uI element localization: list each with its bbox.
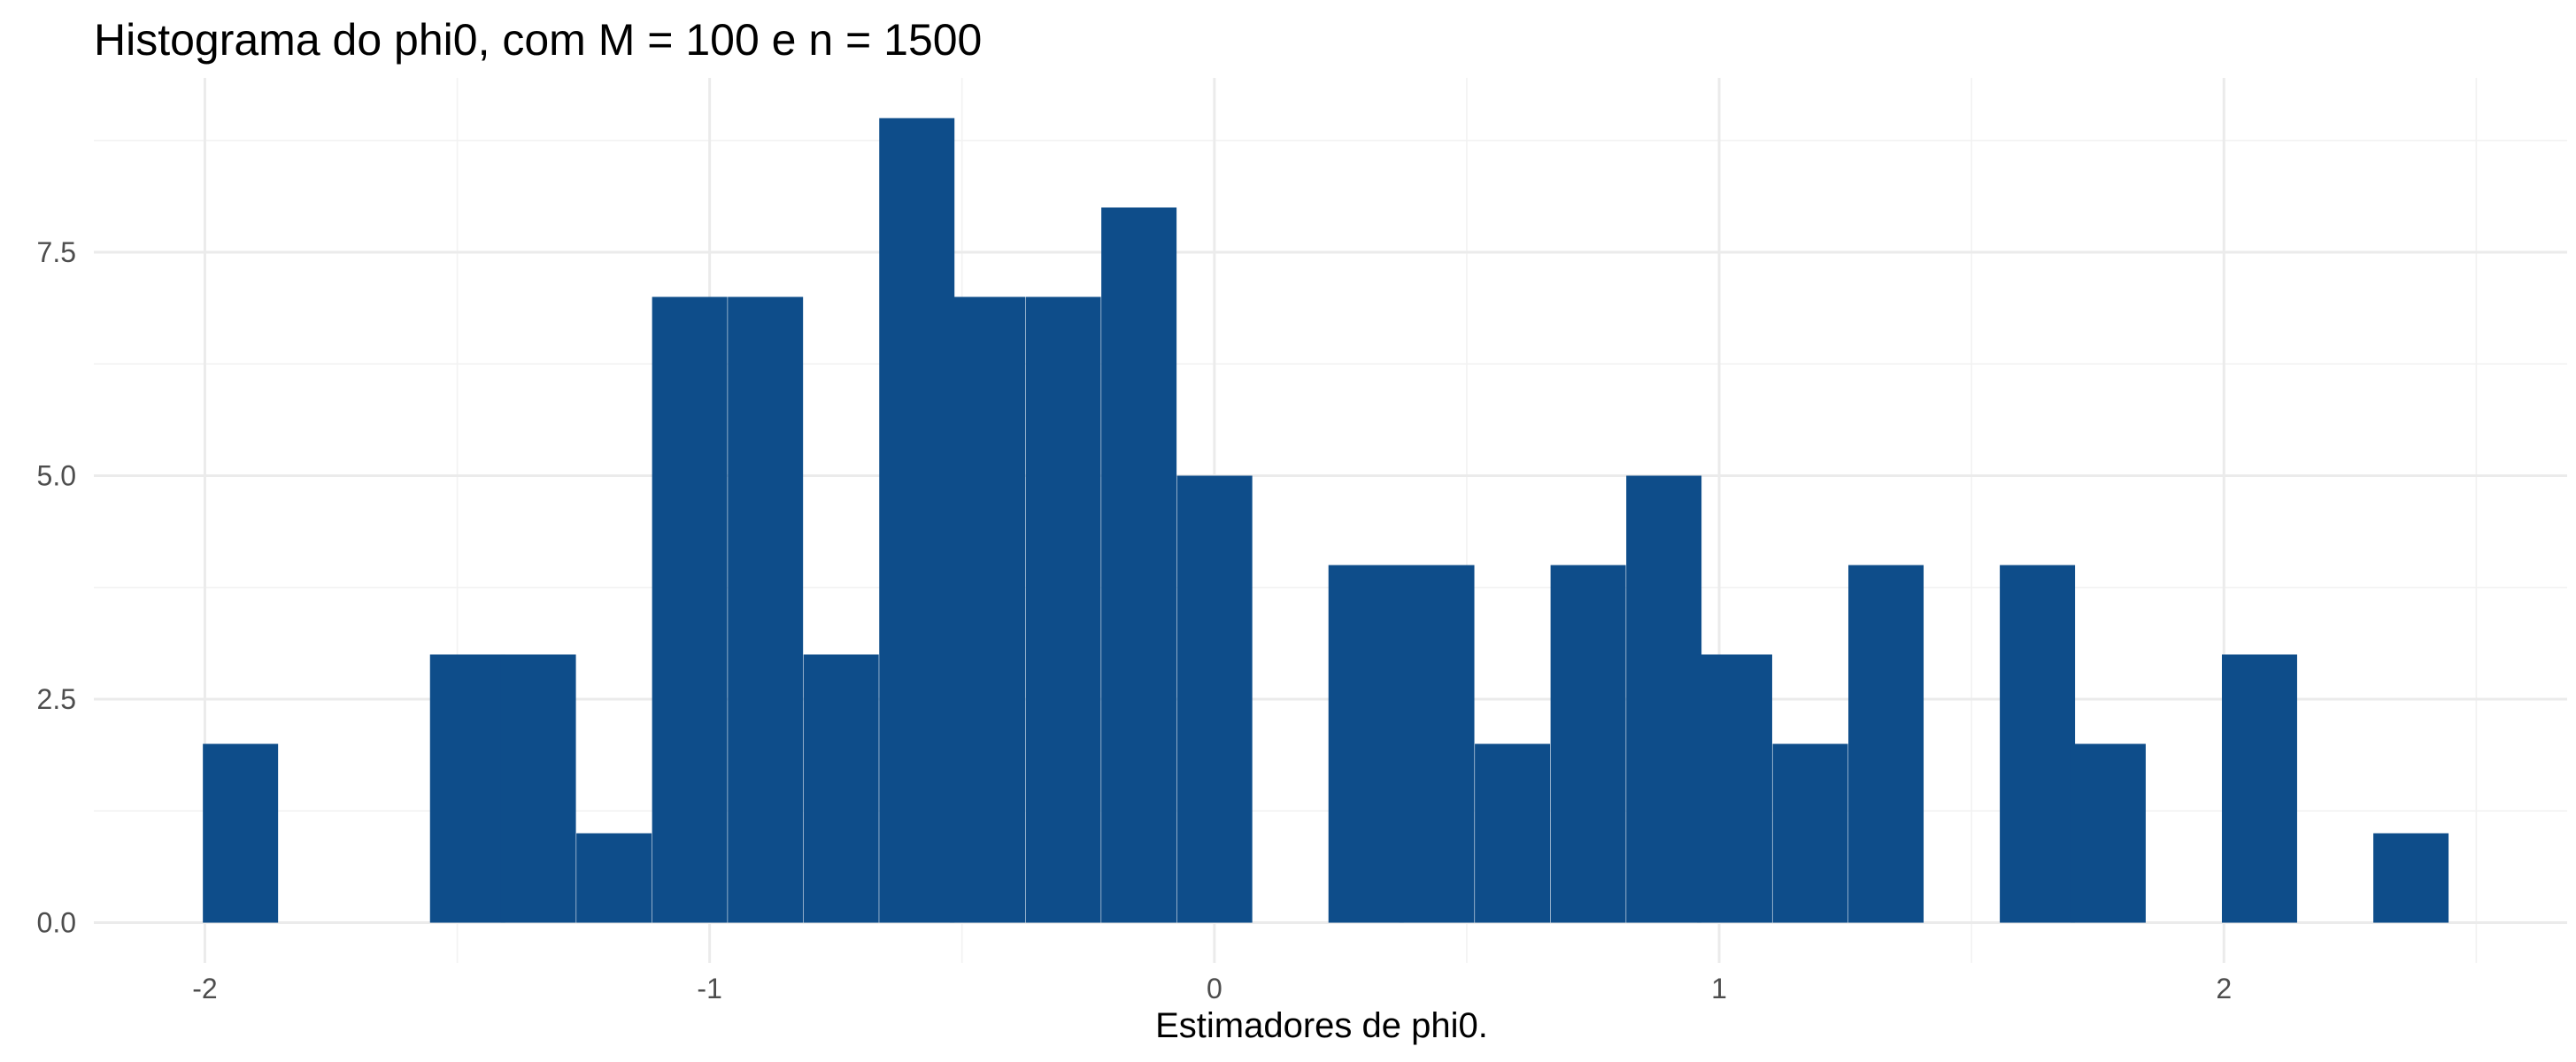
histogram-bar	[1626, 475, 1702, 923]
x-tick-label: 0	[1207, 973, 1222, 1004]
histogram-bar	[2221, 654, 2297, 923]
y-tick-label: 0.0	[37, 907, 76, 939]
histogram-bar	[1550, 565, 1626, 923]
x-tick-label: -1	[697, 973, 721, 1004]
histogram-bar	[1696, 654, 1772, 923]
histogram-bar	[2070, 743, 2146, 923]
y-tick-label: 2.5	[37, 683, 76, 715]
y-tick-label: 5.0	[37, 459, 76, 491]
x-tick-label: -2	[192, 973, 217, 1004]
histogram-bar	[1848, 565, 1924, 923]
histogram-bar	[1475, 743, 1551, 923]
histogram-bar	[879, 118, 955, 923]
histogram-bar	[1399, 565, 1475, 923]
histogram-bar	[203, 743, 279, 923]
histogram-bar	[803, 654, 879, 923]
histogram-bar	[1772, 743, 1848, 923]
chart-title: Histograma do phi0, com M = 100 e n = 15…	[94, 15, 982, 65]
histogram-bar	[429, 654, 505, 923]
histogram-bar	[2373, 833, 2449, 923]
histogram-bar	[2000, 565, 2076, 923]
histogram-bar	[950, 296, 1026, 923]
histogram-bar	[652, 296, 728, 923]
x-axis-title: Estimadores de phi0.	[1155, 1006, 1488, 1045]
histogram-bar	[576, 833, 652, 923]
histogram-bars	[203, 118, 2449, 923]
x-tick-label: 2	[2216, 973, 2232, 1004]
x-tick-label: 1	[1711, 973, 1727, 1004]
histogram-bar	[1101, 207, 1177, 923]
x-axis-tick-labels: -2 -1 0 1 2	[192, 973, 2232, 1004]
histogram-bar	[728, 296, 804, 923]
y-tick-label: 7.5	[37, 236, 76, 268]
histogram-bar	[1176, 475, 1253, 923]
histogram-bar	[1328, 565, 1404, 923]
y-axis-tick-labels: 0.0 2.5 5.0 7.5	[37, 236, 76, 939]
histogram-bar	[1025, 296, 1101, 923]
histogram-bar	[500, 654, 576, 923]
